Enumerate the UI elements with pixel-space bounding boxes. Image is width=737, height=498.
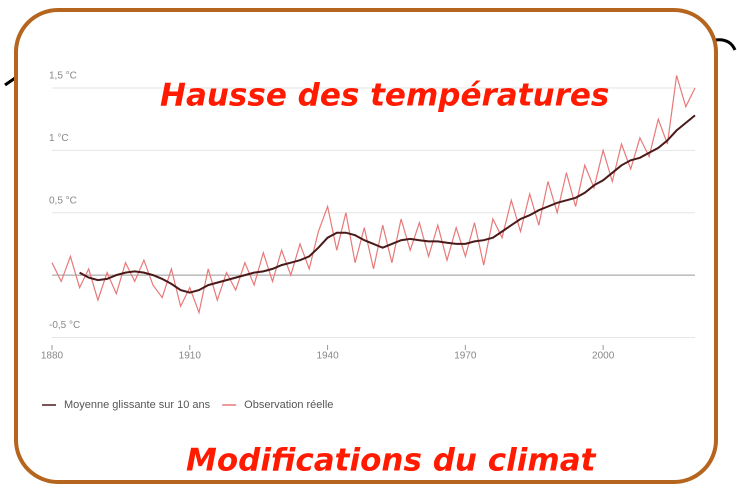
x-tick-label: 1940 (316, 351, 339, 362)
y-tick-label: 1 °C (49, 133, 69, 144)
chart-title: Hausse des températures (160, 78, 609, 114)
series-line (79, 114, 696, 294)
y-tick-label: 1,5 °C (49, 71, 77, 82)
y-tick-label: 0,5 °C (49, 195, 77, 206)
frame (14, 8, 718, 484)
x-tick-label: 1970 (454, 351, 477, 362)
x-tick-label: 2000 (592, 351, 615, 362)
series-line (51, 75, 696, 315)
y-tick-label: -0,5 °C (49, 320, 80, 331)
legend-label: Observation réelle (244, 399, 333, 411)
x-tick-label: 1910 (179, 351, 202, 362)
chart-subtitle: Modifications du climat (186, 443, 597, 479)
x-tick-label: 1880 (41, 351, 64, 362)
shadow-stroke (714, 38, 737, 51)
legend-label: Moyenne glissante sur 10 ans (64, 399, 211, 411)
